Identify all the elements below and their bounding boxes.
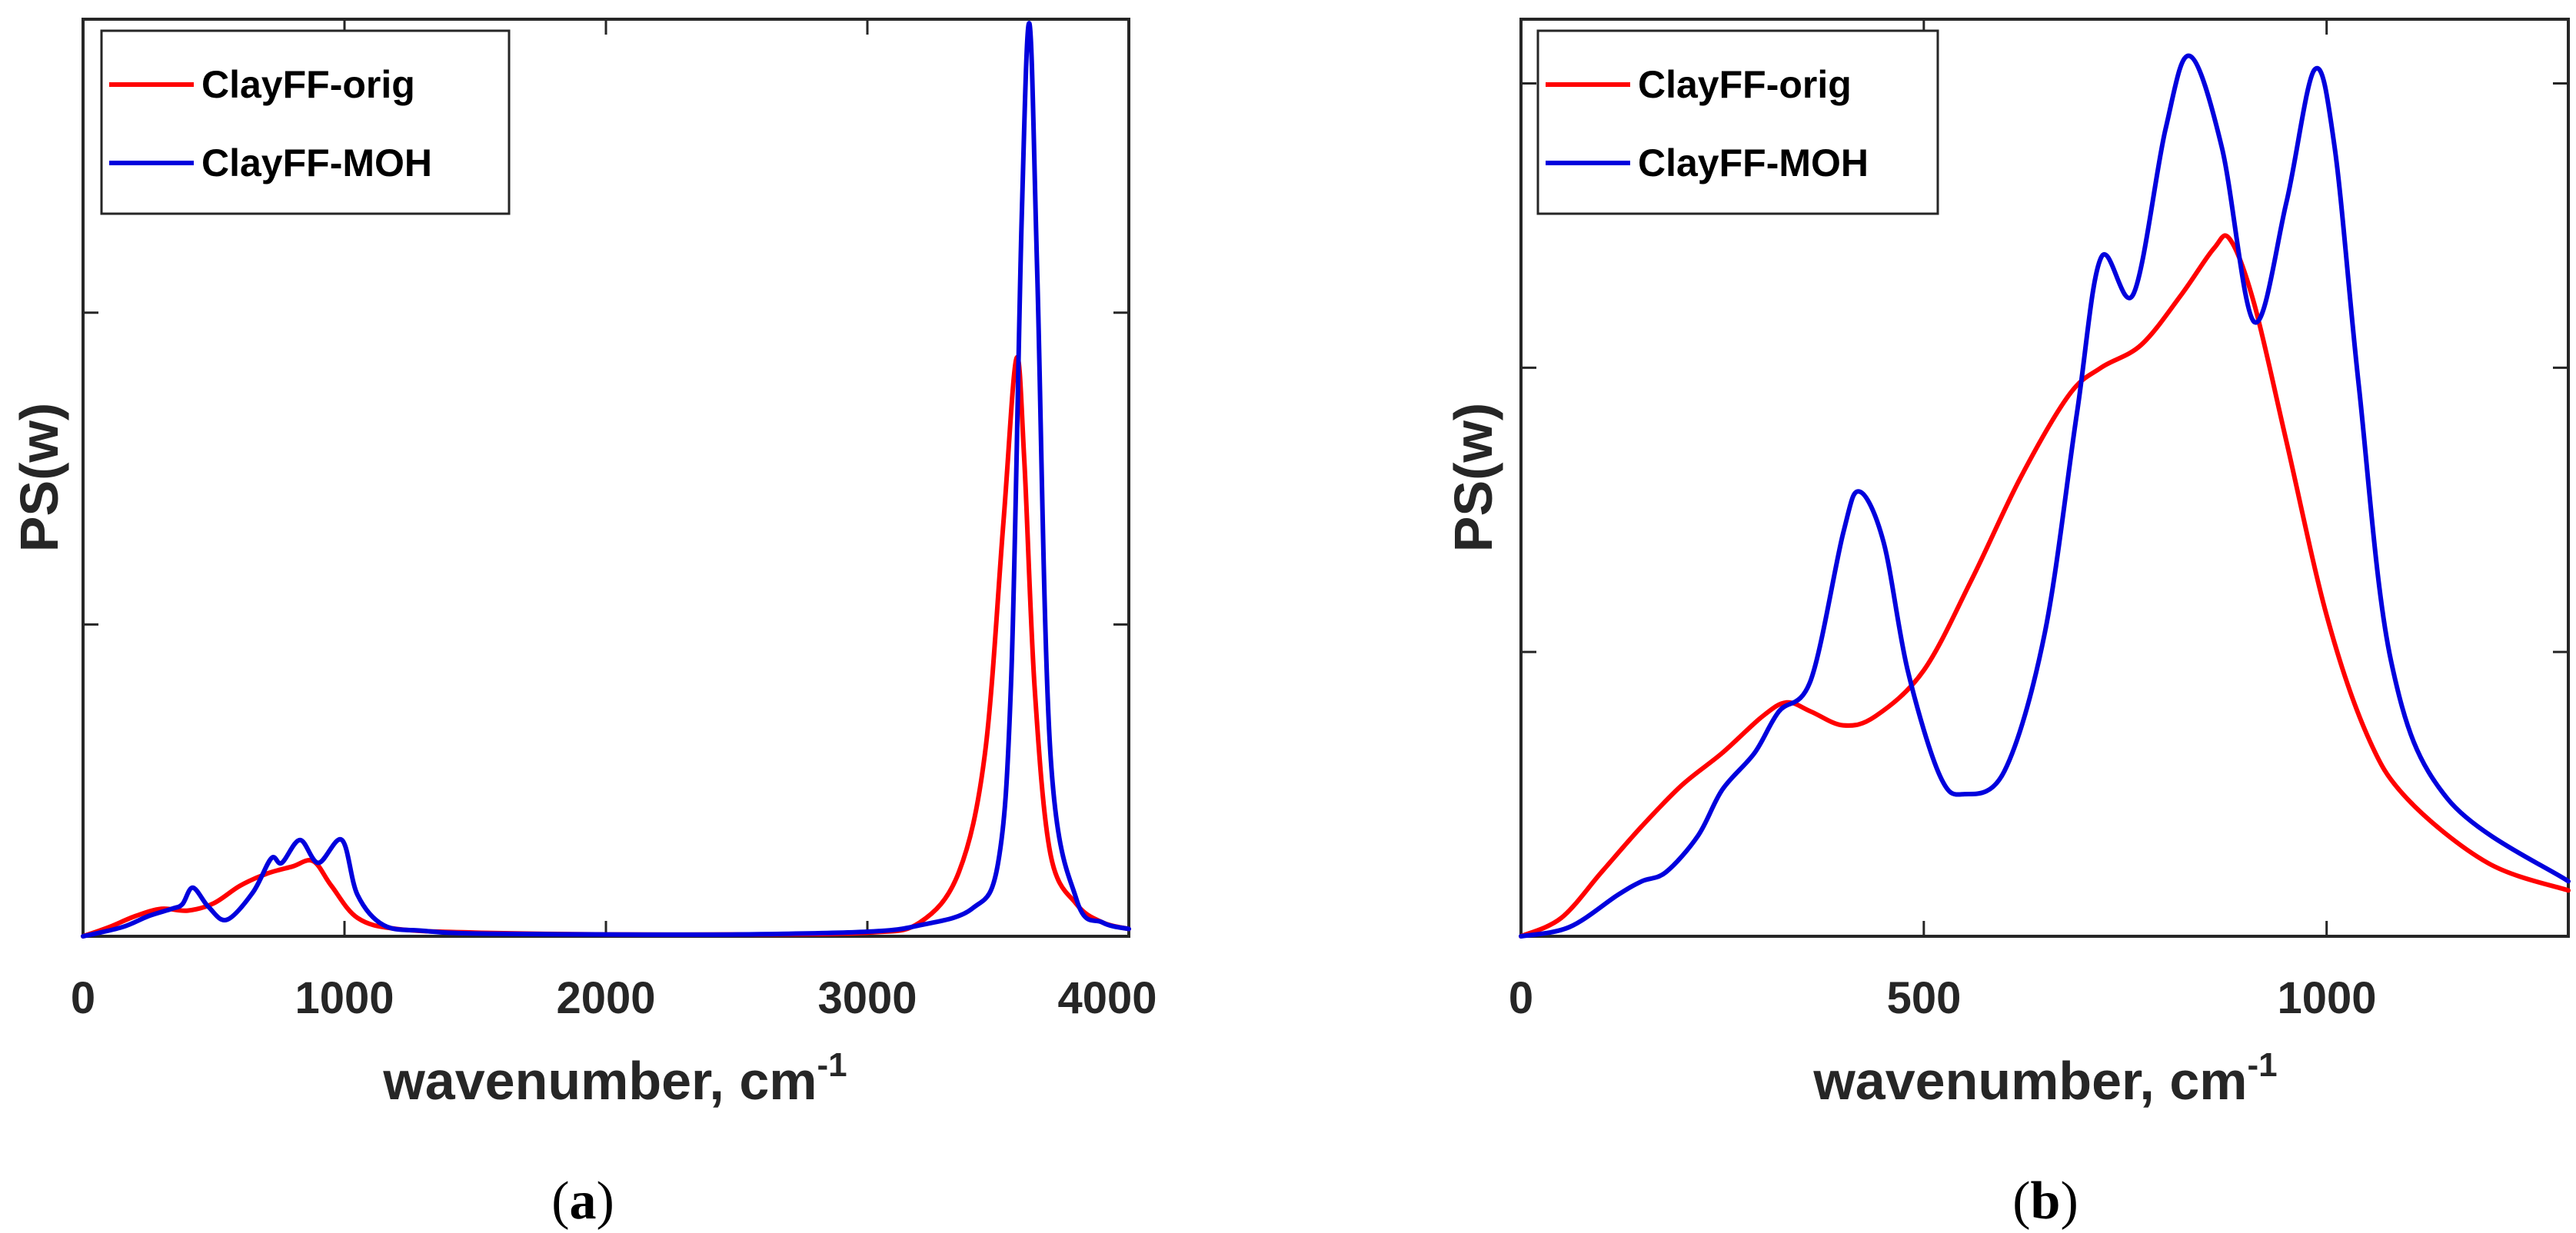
chart-b-series-orig — [1519, 233, 2571, 939]
chart-a-xtick-label: 3000 — [817, 973, 917, 1023]
chart-a-series — [81, 21, 1131, 939]
chart-a-legend-label-orig: ClayFF-orig — [201, 63, 415, 106]
chart-a-legend-box — [100, 29, 511, 215]
chart-b-legend: ClayFF-orig ClayFF-MOH — [1536, 29, 1939, 215]
chart-b-xtick-label: 0 — [1509, 973, 1533, 1023]
chart-b-ylabel: PS(w) — [1443, 403, 1503, 552]
chart-b-xtick-label: 1000 — [2277, 973, 2376, 1023]
chart-a-xtick-label: 4000 — [1057, 973, 1157, 1023]
chart-a-xlabel: wavenumber, cm-1 — [382, 1046, 847, 1111]
chart-b-legend-box — [1536, 29, 1939, 215]
chart-a-xlabel-superscript: -1 — [817, 1046, 847, 1084]
chart-a-ylabel: PS(w) — [9, 403, 69, 552]
chart-b-legend-label-orig: ClayFF-orig — [1638, 63, 1852, 106]
chart-a-xtick-label: 1000 — [295, 973, 394, 1023]
chart-b-xtick-label: 500 — [1887, 973, 1962, 1023]
chart-b-series-moh — [1519, 53, 2571, 939]
chart-a-xtick-label: 2000 — [556, 973, 655, 1023]
chart-a: 0 1000 2000 3000 4000 wavenumber, cm-1 P… — [9, 18, 1157, 1111]
panel-b-caption: (b) — [2012, 1172, 2078, 1231]
chart-a-xtick-label: 0 — [71, 973, 95, 1023]
panel-a-caption: (a) — [551, 1172, 614, 1231]
chart-b-legend-label-moh: ClayFF-MOH — [1638, 141, 1869, 184]
chart-b-xlabel-superscript: -1 — [2248, 1046, 2278, 1084]
chart-b-xlabel: wavenumber, cm-1 — [1812, 1046, 2277, 1111]
chart-a-legend: ClayFF-orig ClayFF-MOH — [100, 29, 511, 215]
chart-b: 0 500 1000 wavenumber, cm-1 PS(w) ClayFF… — [1443, 18, 2571, 1111]
chart-a-series-moh — [81, 21, 1131, 939]
chart-b-series — [1519, 53, 2571, 939]
chart-a-legend-label-moh: ClayFF-MOH — [201, 141, 432, 184]
